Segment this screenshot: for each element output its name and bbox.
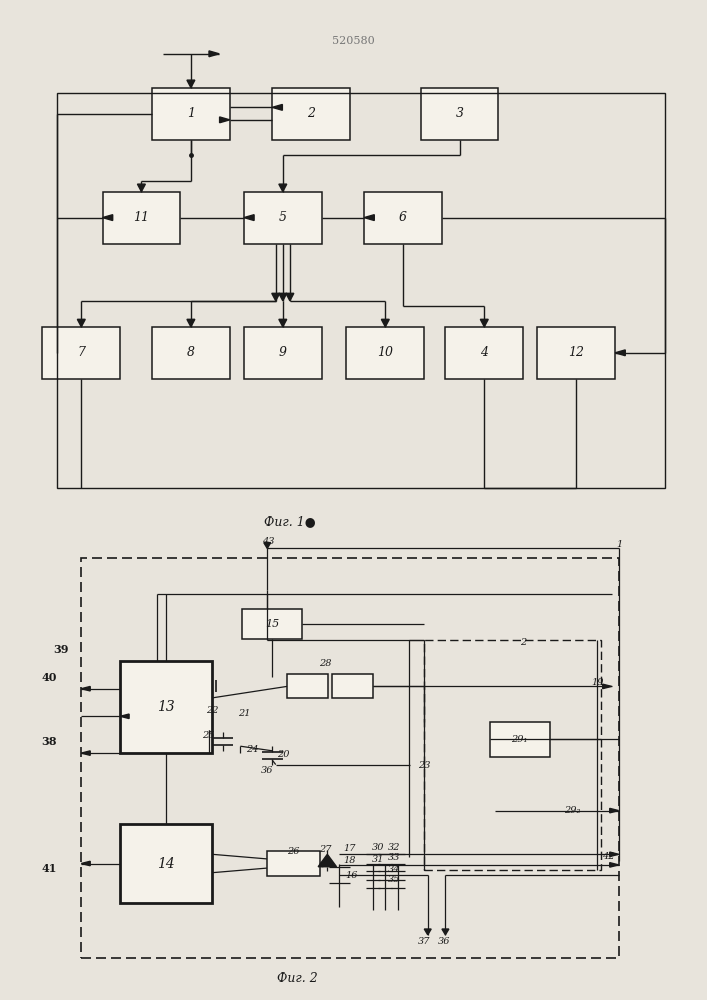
FancyBboxPatch shape xyxy=(445,327,523,379)
Polygon shape xyxy=(264,543,271,548)
FancyBboxPatch shape xyxy=(242,609,303,639)
Text: 15: 15 xyxy=(265,619,279,629)
Text: 39: 39 xyxy=(53,644,69,655)
Polygon shape xyxy=(81,686,90,691)
Polygon shape xyxy=(77,319,86,327)
Text: 19: 19 xyxy=(591,678,604,687)
FancyBboxPatch shape xyxy=(244,192,322,244)
FancyBboxPatch shape xyxy=(244,327,322,379)
Polygon shape xyxy=(279,319,287,327)
Polygon shape xyxy=(609,808,619,813)
Text: 43: 43 xyxy=(262,537,275,546)
FancyBboxPatch shape xyxy=(272,88,350,140)
Polygon shape xyxy=(220,117,230,123)
FancyBboxPatch shape xyxy=(421,88,498,140)
Text: 29₂: 29₂ xyxy=(564,806,581,815)
Text: 520580: 520580 xyxy=(332,36,375,46)
Text: 2: 2 xyxy=(520,638,526,647)
Polygon shape xyxy=(279,293,287,301)
FancyBboxPatch shape xyxy=(152,88,230,140)
Text: 24: 24 xyxy=(246,745,259,754)
Text: 18: 18 xyxy=(344,856,356,865)
Polygon shape xyxy=(286,293,294,301)
FancyBboxPatch shape xyxy=(152,327,230,379)
Text: 28: 28 xyxy=(319,659,332,668)
Text: 33: 33 xyxy=(387,853,400,862)
Text: 1: 1 xyxy=(187,107,195,120)
Polygon shape xyxy=(442,929,449,935)
Text: 29₁: 29₁ xyxy=(511,735,528,744)
FancyBboxPatch shape xyxy=(42,327,120,379)
Text: 6: 6 xyxy=(399,211,407,224)
Text: 36: 36 xyxy=(261,766,274,775)
Polygon shape xyxy=(480,319,489,327)
Polygon shape xyxy=(187,319,195,327)
FancyBboxPatch shape xyxy=(364,192,442,244)
Text: 26: 26 xyxy=(287,847,300,856)
Text: 16: 16 xyxy=(345,870,358,880)
Text: 34: 34 xyxy=(387,865,400,874)
FancyBboxPatch shape xyxy=(332,674,373,698)
Text: 2: 2 xyxy=(307,107,315,120)
Polygon shape xyxy=(244,215,254,221)
Polygon shape xyxy=(318,854,337,867)
Text: 20: 20 xyxy=(276,750,289,759)
Text: 30: 30 xyxy=(372,843,385,852)
Text: 14: 14 xyxy=(157,856,175,870)
FancyBboxPatch shape xyxy=(346,327,424,379)
Text: 4: 4 xyxy=(480,346,489,359)
Polygon shape xyxy=(103,215,112,221)
Text: 40: 40 xyxy=(42,672,57,683)
Text: Фиг. 2: Фиг. 2 xyxy=(276,972,317,985)
Text: 7: 7 xyxy=(77,346,86,359)
Text: 5: 5 xyxy=(279,211,287,224)
Text: 12: 12 xyxy=(568,346,584,359)
Polygon shape xyxy=(609,852,619,857)
Text: 9: 9 xyxy=(279,346,287,359)
FancyBboxPatch shape xyxy=(267,851,320,876)
Text: 11: 11 xyxy=(134,211,149,224)
Text: 3: 3 xyxy=(455,107,464,120)
Text: Фиг. 1●: Фиг. 1● xyxy=(264,515,316,528)
Text: 38: 38 xyxy=(42,736,57,747)
Text: 22: 22 xyxy=(206,706,218,715)
Polygon shape xyxy=(602,684,612,689)
Text: 36: 36 xyxy=(438,937,450,946)
FancyBboxPatch shape xyxy=(120,661,212,753)
Text: 17: 17 xyxy=(344,844,356,853)
Polygon shape xyxy=(137,184,146,192)
Polygon shape xyxy=(187,80,195,88)
Text: 23: 23 xyxy=(418,761,431,770)
Polygon shape xyxy=(279,184,287,192)
Text: 32: 32 xyxy=(387,843,400,852)
Text: 13: 13 xyxy=(157,700,175,714)
Polygon shape xyxy=(381,319,390,327)
FancyBboxPatch shape xyxy=(287,674,328,698)
Text: 42: 42 xyxy=(602,852,614,861)
Polygon shape xyxy=(272,104,282,110)
Text: 25: 25 xyxy=(202,731,215,740)
Text: 1: 1 xyxy=(617,540,622,549)
Polygon shape xyxy=(424,929,431,935)
Polygon shape xyxy=(81,861,90,866)
FancyBboxPatch shape xyxy=(103,192,180,244)
Polygon shape xyxy=(81,751,90,755)
Text: 10: 10 xyxy=(378,346,393,359)
Text: 37: 37 xyxy=(418,937,431,946)
Polygon shape xyxy=(364,215,374,221)
Text: 41: 41 xyxy=(42,863,57,874)
Text: 27: 27 xyxy=(319,845,332,854)
Polygon shape xyxy=(209,51,219,57)
Text: 31: 31 xyxy=(372,855,385,864)
FancyBboxPatch shape xyxy=(537,327,615,379)
FancyBboxPatch shape xyxy=(489,722,550,757)
Text: 8: 8 xyxy=(187,346,195,359)
Text: 21: 21 xyxy=(238,710,250,718)
Text: 35: 35 xyxy=(387,875,400,884)
Polygon shape xyxy=(615,350,625,356)
Polygon shape xyxy=(609,863,619,867)
Polygon shape xyxy=(120,714,129,719)
Polygon shape xyxy=(271,293,280,301)
FancyBboxPatch shape xyxy=(120,824,212,903)
